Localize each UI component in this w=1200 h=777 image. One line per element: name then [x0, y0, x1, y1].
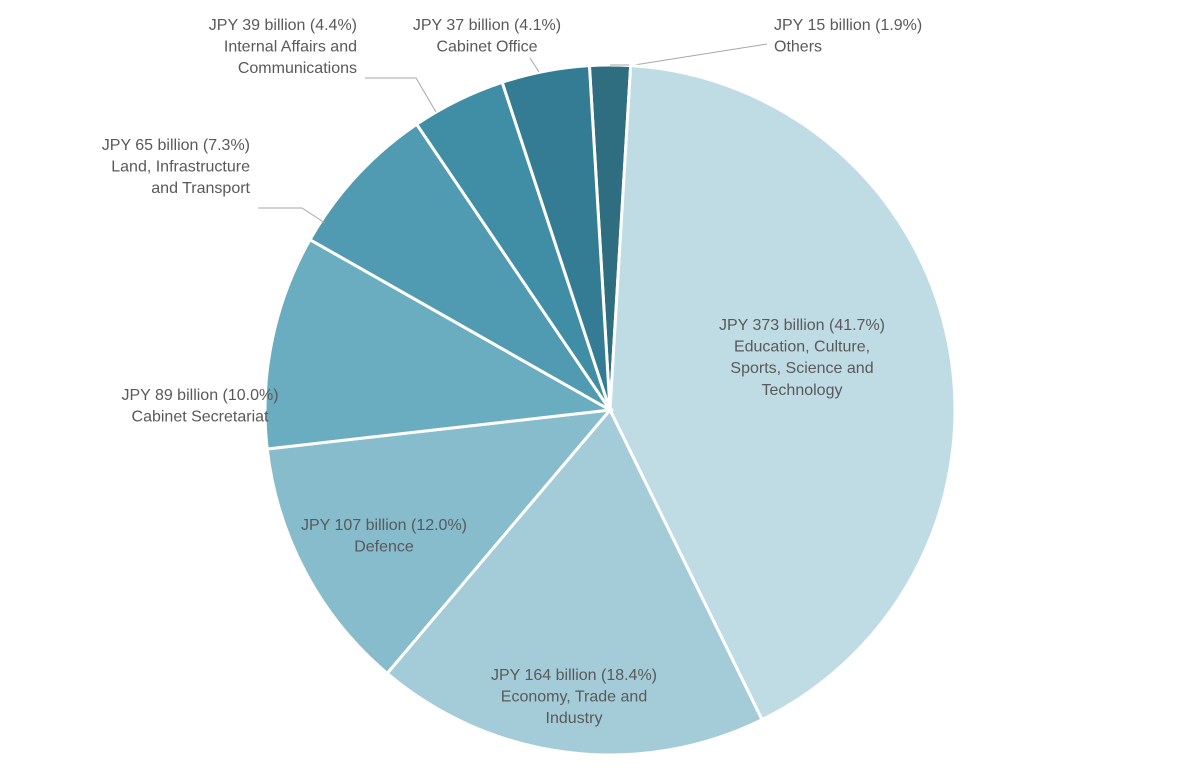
pie-chart: JPY 15 billion (1.9%)OthersJPY 373 billi… [0, 0, 1200, 777]
label-others: JPY 15 billion (1.9%)Others [774, 17, 922, 56]
leader-others [610, 44, 767, 65]
label-cabinet_office: JPY 37 billion (4.1%)Cabinet Office [413, 17, 561, 56]
label-internal_affairs: JPY 39 billion (4.4%)Internal Affairs an… [209, 17, 357, 77]
leader-land [258, 208, 325, 223]
label-cabinet_secretariat: JPY 89 billion (10.0%)Cabinet Secretaria… [121, 387, 278, 426]
label-land: JPY 65 billion (7.3%)Land, Infrastructur… [102, 137, 251, 197]
leader-internal_affairs [365, 78, 436, 112]
leader-cabinet_office [530, 58, 539, 72]
